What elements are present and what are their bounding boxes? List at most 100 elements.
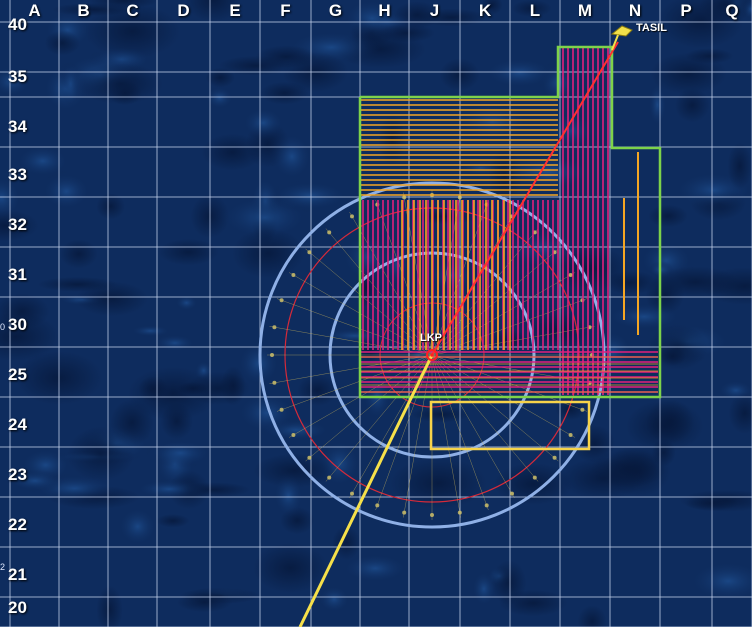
seafloor-blob [201, 133, 264, 171]
pushpin-icon[interactable] [610, 25, 633, 51]
column-label: A [28, 1, 41, 20]
seafloor-blob [96, 193, 126, 220]
seafloor-blob [577, 605, 607, 627]
bearing-tick [457, 510, 462, 515]
seafloor-blob [51, 3, 136, 16]
bearing-lines [298, 41, 619, 627]
bearing-tick [291, 433, 296, 437]
seafloor-blob [0, 293, 50, 330]
bearing-spoke [375, 354, 433, 511]
seafloor-blob [75, 281, 149, 317]
seafloor-blob [456, 160, 506, 176]
bearing-tick [327, 475, 332, 480]
seafloor-blob [479, 56, 559, 90]
seafloor-blob [185, 0, 242, 22]
seafloor-blob [12, 143, 73, 179]
lkp-marker-icon[interactable] [426, 349, 438, 361]
seafloor-blob [156, 514, 190, 528]
seafloor-blob [151, 333, 199, 353]
seafloor-blob [699, 0, 752, 23]
seafloor-blob [339, 0, 405, 40]
bearing-spoke [349, 354, 433, 499]
seafloor-blob [648, 204, 688, 228]
pin-label: TASIL [636, 22, 667, 34]
seafloor-blob [481, 0, 503, 15]
lkp-label: LKP [420, 332, 442, 344]
seafloor-blob [411, 406, 471, 423]
seafloor-blob [491, 560, 527, 606]
seafloor-blob [527, 311, 591, 350]
bearing-tick [430, 513, 434, 517]
bearing-tick [291, 273, 296, 277]
row-label: 23 [8, 465, 27, 484]
row-label: 24 [8, 415, 27, 434]
seafloor-blob [177, 381, 209, 395]
bearing-tick [510, 491, 514, 496]
seafloor-blob [267, 179, 353, 212]
row-label: 31 [8, 265, 27, 284]
seafloor-blob [5, 469, 65, 493]
bearing-spoke [431, 354, 489, 511]
edge-mark-row30: 0 [0, 322, 6, 332]
bearing-tick [307, 455, 312, 460]
seafloor-blob [44, 30, 80, 56]
column-label: D [177, 1, 190, 20]
seafloor-blob [647, 80, 668, 130]
seafloor-blob [205, 67, 235, 88]
seafloor-blob [39, 170, 94, 213]
seafloor-blob [728, 392, 752, 434]
secondary-search-box [429, 400, 591, 451]
bearing-tick [279, 298, 284, 303]
bearing-tick [402, 510, 407, 515]
seafloor-blob [650, 266, 740, 298]
row-label: 30 [8, 315, 27, 334]
column-label: L [529, 1, 541, 20]
bearing-tick [568, 433, 573, 437]
seafloor-blob [84, 4, 181, 59]
column-label: Q [725, 1, 739, 20]
seafloor-blob [332, 525, 361, 560]
search-boxes [358, 45, 662, 451]
bearing-tick [532, 475, 537, 480]
bearing-spoke [269, 354, 433, 384]
seafloor-blob [173, 294, 200, 312]
row-label: 20 [8, 598, 27, 617]
row-label: 35 [8, 67, 27, 86]
seafloor-blob [158, 238, 219, 266]
bearing-tick [457, 195, 462, 200]
row-label: 33 [8, 165, 27, 184]
seafloor-blob [338, 552, 413, 585]
seafloor-blob [269, 130, 315, 183]
row-label: 22 [8, 515, 27, 534]
column-label: B [77, 1, 90, 20]
bearing-tick [279, 407, 284, 412]
seafloor-blob [512, 0, 552, 18]
seafloor-blob [602, 301, 686, 332]
row-label: 21 [8, 565, 27, 584]
bearing-tick [580, 407, 585, 412]
column-label: E [229, 1, 241, 20]
bearing-tick [327, 230, 332, 235]
column-label: K [478, 1, 492, 20]
bearing-tick [270, 353, 274, 357]
seafloor-blob [116, 505, 160, 548]
seafloor-blob [67, 426, 135, 482]
row-label: 25 [8, 365, 27, 384]
column-label: C [126, 1, 139, 20]
bearing-tick [350, 491, 354, 496]
seafloor-blob [252, 542, 329, 594]
bearing-spoke [431, 354, 539, 482]
seafloor-blob [297, 374, 338, 407]
bearing-tick [307, 250, 312, 255]
seafloor-blob [727, 142, 752, 190]
bearing-line-south-west [298, 354, 434, 627]
seafloor-blob [451, 100, 534, 144]
row-label: 32 [8, 215, 27, 234]
seafloor-blob [96, 585, 123, 627]
bearing-tick [402, 195, 407, 200]
seafloor-blob [679, 489, 752, 512]
bearing-tick [375, 503, 380, 508]
bearing-tick [350, 214, 354, 219]
seafloor-blob [561, 457, 645, 500]
